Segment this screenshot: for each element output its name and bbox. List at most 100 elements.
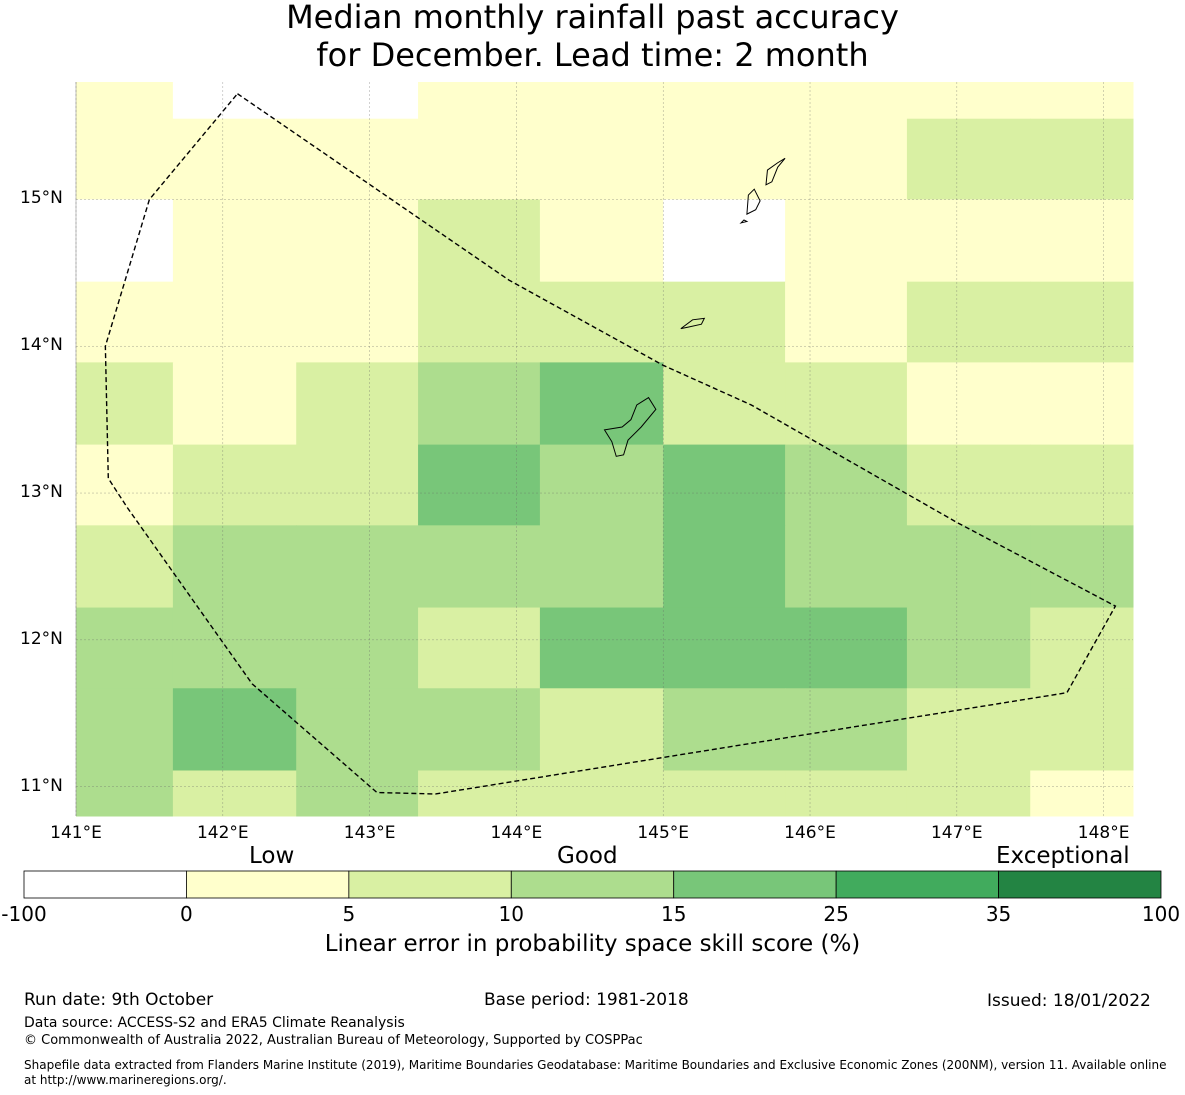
grid-cell-2-1 [172, 199, 297, 283]
grid-cell-8-5 [663, 688, 786, 771]
grid-cell-2-8 [1030, 199, 1134, 283]
lon-tick-label: 141°E [50, 823, 102, 843]
lat-tick-label: 14°N [20, 335, 63, 356]
grid-cell-8-8 [1030, 688, 1134, 771]
grid-cell-0-3 [418, 82, 541, 120]
grid-cell-6-5 [663, 525, 786, 609]
category-good-label: Good [557, 843, 618, 869]
grid-cell-5-5 [663, 444, 786, 526]
grid-cell-9-4 [539, 770, 664, 817]
grid-cell-6-3 [418, 525, 541, 609]
colorbar-segment-1 [186, 870, 350, 899]
lat-tick-label: 13°N [20, 482, 63, 503]
grid-cell-3-2 [296, 281, 419, 363]
lon-tick-label: 143°E [343, 823, 396, 843]
coastlines [603, 157, 786, 457]
island-tinian [746, 188, 761, 215]
grid-cell-7-0 [76, 607, 174, 689]
colorbar-tick-label: 25 [823, 902, 849, 926]
grid-cell-7-7 [906, 607, 1031, 689]
grid-cell-6-6 [785, 525, 908, 609]
grid-cell-1-2 [296, 118, 419, 200]
grid-cell-3-0 [76, 281, 174, 363]
base-period: Base period: 1981-2018 [484, 990, 689, 1010]
colorbar-segment-0 [23, 870, 187, 899]
grid-cell-2-5 [663, 199, 786, 283]
grid-cell-0-6 [785, 82, 908, 120]
grid-cell-3-1 [172, 281, 297, 363]
grid-cell-0-5 [663, 82, 786, 120]
grid-cell-1-5 [663, 118, 786, 200]
colorbar-tick-label: 5 [342, 902, 356, 926]
colorbar-segment-3 [510, 870, 675, 899]
grid-cell-7-4 [539, 607, 664, 689]
grid-cell-5-0 [76, 444, 174, 526]
colorbar [23, 870, 1162, 899]
grid-cell-1-4 [539, 118, 664, 200]
grid-cell-7-6 [785, 607, 908, 689]
grid-cell-8-3 [418, 688, 541, 771]
island-aguijan [739, 219, 749, 224]
grid-cell-1-6 [785, 118, 908, 200]
grid-cell-2-4 [539, 199, 664, 283]
grid-cell-2-6 [785, 199, 908, 283]
skill-grid [76, 82, 1134, 817]
grid-cell-0-8 [1030, 82, 1134, 120]
lon-tick-label: 142°E [196, 823, 249, 843]
colorbar-tick-label: 10 [498, 902, 524, 926]
grid-cell-9-5 [663, 770, 786, 817]
grid-cell-1-7 [906, 118, 1031, 200]
lon-tick-label: 144°E [490, 823, 543, 843]
run-date: Run date: 9th October [24, 990, 214, 1010]
grid-cell-2-7 [906, 199, 1031, 283]
grid-cell-3-5 [663, 281, 786, 363]
graticule [75, 82, 1133, 816]
grid-cell-4-4 [539, 362, 664, 446]
grid-cell-1-1 [172, 118, 297, 200]
grid-cell-7-3 [418, 607, 541, 689]
island-rota [680, 317, 706, 330]
colorbar-tick-label: -100 [1, 902, 47, 926]
lat-tick-label: 15°N [20, 188, 63, 209]
grid-cell-7-2 [296, 607, 419, 689]
grid-cell-8-0 [76, 688, 174, 771]
grid-cell-6-2 [296, 525, 419, 609]
lon-tick-label: 148°E [1077, 823, 1130, 843]
grid-cell-9-7 [906, 770, 1031, 817]
grid-cell-6-4 [539, 525, 664, 609]
colorbar-segment-5 [835, 870, 999, 899]
data-source: Data source: ACCESS-S2 and ERA5 Climate … [24, 1015, 405, 1031]
grid-cell-8-6 [785, 688, 908, 771]
grid-cell-1-0 [76, 118, 174, 200]
grid-cell-5-6 [785, 444, 908, 526]
grid-cell-3-6 [785, 281, 908, 363]
grid-cell-2-3 [418, 199, 541, 283]
grid-cell-8-1 [172, 688, 297, 771]
colorbar-segment-2 [348, 870, 512, 899]
grid-cell-2-2 [296, 199, 419, 283]
grid-cell-0-2 [296, 82, 419, 120]
grid-cell-1-8 [1030, 118, 1134, 200]
grid-cell-2-0 [76, 199, 174, 283]
grid-cell-1-3 [418, 118, 541, 200]
grid-cell-5-3 [418, 444, 541, 526]
colorbar-tick-label: 15 [660, 902, 687, 926]
grid-cell-4-2 [296, 362, 419, 446]
grid-cell-3-7 [906, 281, 1031, 363]
copyright: © Commonwealth of Australia 2022, Austra… [24, 1033, 643, 1048]
colorbar-tick-label: 100 [1141, 902, 1181, 926]
chart-title-line-2: for December. Lead time: 2 month [316, 36, 869, 74]
grid-cell-6-0 [76, 525, 174, 609]
grid-cell-6-8 [1030, 525, 1134, 609]
grid-cell-5-4 [539, 444, 664, 526]
grid-cell-9-0 [76, 770, 174, 817]
chart-title-line-1: Median monthly rainfall past accuracy [286, 0, 899, 36]
grid-cell-5-1 [172, 444, 297, 526]
eez-boundary [104, 93, 1117, 795]
colorbar-segment-6 [998, 870, 1162, 899]
grid-cell-9-8 [1030, 770, 1134, 817]
grid-cell-8-2 [296, 688, 419, 771]
colorbar-segment-4 [673, 870, 837, 899]
grid-cell-3-3 [418, 281, 541, 363]
grid-cell-7-8 [1030, 607, 1134, 689]
